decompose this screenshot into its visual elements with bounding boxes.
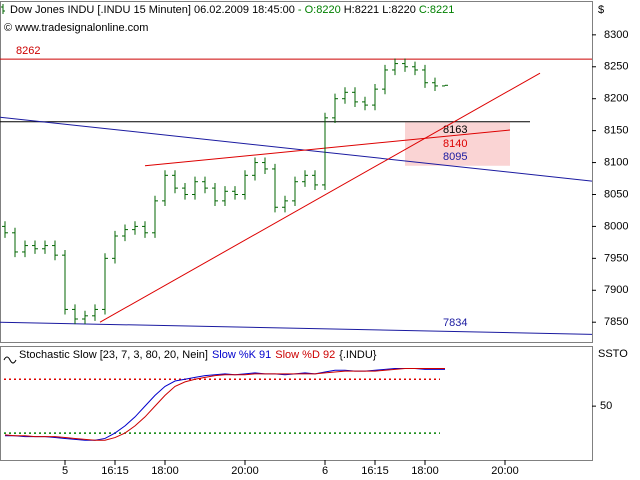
y-tick-label: 7900 bbox=[604, 284, 628, 296]
line-label: 8262 bbox=[16, 45, 40, 57]
y-tick-label: 8250 bbox=[604, 61, 628, 73]
y-tick-label: 8050 bbox=[604, 188, 628, 200]
x-tick-label: 16:15 bbox=[361, 465, 389, 477]
trend-line bbox=[99, 72, 541, 323]
line-label: 7834 bbox=[443, 317, 467, 329]
panel-header: Slow %K 91 bbox=[212, 349, 271, 361]
panel-header: {.INDU} bbox=[339, 349, 377, 361]
panel-header: Stochastic Slow [23, 7, 3, 80, 20, Nein] bbox=[19, 349, 208, 361]
x-tick-label: 20:00 bbox=[231, 465, 259, 477]
y-tick-label: 8000 bbox=[604, 220, 628, 232]
x-tick-label: 20:00 bbox=[491, 465, 519, 477]
y-tick-label: 8200 bbox=[604, 93, 628, 105]
chart-header: 06.02.2009 18:45:00 bbox=[194, 4, 295, 16]
line-label: 8140 bbox=[443, 138, 467, 150]
stoch-line bbox=[4, 367, 445, 441]
chart-header: C:8221 bbox=[419, 4, 454, 16]
trend-line bbox=[0, 116, 593, 182]
stoch-icon bbox=[3, 356, 17, 364]
stoch-panel bbox=[0, 346, 593, 461]
zone bbox=[405, 122, 510, 166]
trend-line bbox=[144, 129, 511, 167]
x-tick-label: 6 bbox=[322, 465, 328, 477]
panel-header: Slow %D 92 bbox=[275, 349, 335, 361]
chart-header: Dow Jones INDU [.INDU 15 Minuten] bbox=[10, 4, 191, 16]
y-tick-label: 7950 bbox=[604, 252, 628, 264]
y-tick-label: 8300 bbox=[604, 29, 628, 41]
y-tick-label: 50 bbox=[600, 400, 612, 412]
watermark: © www.tradesignalonline.com bbox=[4, 22, 148, 34]
chart-header: L:8220 bbox=[382, 4, 416, 16]
line-label: 8163 bbox=[443, 124, 467, 136]
x-tick-label: 5 bbox=[62, 465, 68, 477]
x-tick-label: 18:00 bbox=[411, 465, 439, 477]
stoch-line bbox=[5, 367, 445, 441]
y-axis-label: $ bbox=[598, 4, 604, 16]
y-tick-label: 8100 bbox=[604, 156, 628, 168]
trend-line bbox=[0, 321, 593, 335]
x-tick-label: 16:15 bbox=[101, 465, 129, 477]
chart-header: - O:8220 bbox=[298, 4, 341, 16]
x-tick-label: 18:00 bbox=[151, 465, 179, 477]
line-label: 8095 bbox=[443, 151, 467, 163]
price-panel bbox=[0, 1, 593, 343]
y-axis-label: SSTO bbox=[598, 348, 628, 360]
price-icon bbox=[1, 4, 5, 14]
y-tick-label: 8150 bbox=[604, 125, 628, 137]
y-tick-label: 7850 bbox=[604, 316, 628, 328]
chart-header: H:8221 bbox=[344, 4, 379, 16]
